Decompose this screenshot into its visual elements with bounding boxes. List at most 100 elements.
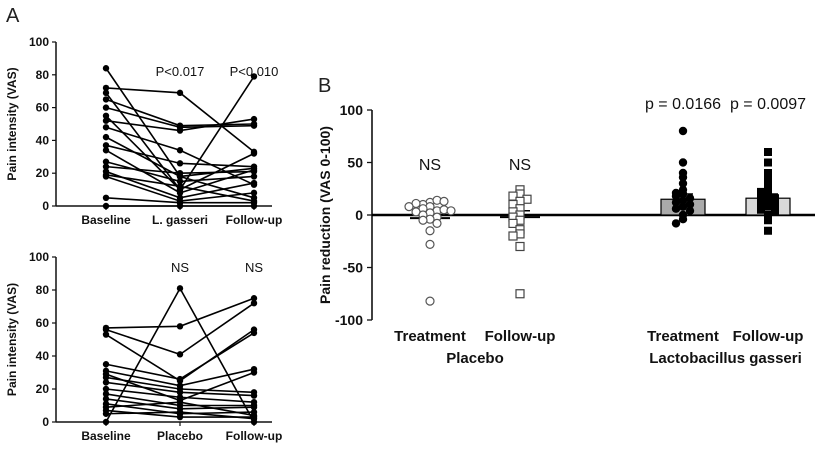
data-point bbox=[102, 124, 110, 131]
data-point bbox=[176, 394, 184, 401]
data-point bbox=[102, 158, 110, 165]
data-point bbox=[102, 133, 110, 141]
data-point bbox=[678, 196, 688, 205]
data-point bbox=[176, 351, 184, 358]
data-point bbox=[515, 289, 525, 299]
x-tick-label: Follow-up bbox=[226, 213, 283, 227]
data-point bbox=[678, 179, 688, 188]
y-tick-label: 40 bbox=[36, 133, 50, 147]
data-point bbox=[685, 200, 695, 209]
x-tick-label: Treatment bbox=[394, 328, 466, 345]
group-label: Lactobacillus gasseri bbox=[649, 350, 802, 367]
data-point bbox=[250, 168, 258, 175]
significance-label: P<0.017 bbox=[156, 64, 205, 79]
y-tick-label: 80 bbox=[36, 283, 50, 297]
data-point bbox=[250, 122, 258, 129]
data-point bbox=[671, 204, 681, 213]
data-point bbox=[176, 413, 184, 421]
data-point bbox=[176, 147, 184, 154]
data-point bbox=[176, 89, 184, 97]
significance-label: p = 0.0166 bbox=[645, 96, 721, 113]
data-point bbox=[176, 189, 184, 197]
data-point bbox=[771, 207, 779, 216]
data-point bbox=[102, 142, 110, 149]
data-point bbox=[102, 331, 110, 338]
x-tick-label: Baseline bbox=[81, 429, 131, 443]
line-chart-lgasseri: 0 20 40 60 80 100 Baseline L. gasseri Follow-up P… bbox=[5, 35, 282, 227]
data-point bbox=[764, 175, 772, 184]
data-point bbox=[250, 403, 258, 411]
data-point bbox=[176, 375, 184, 383]
series-points bbox=[102, 65, 258, 210]
group-label: Placebo bbox=[446, 350, 504, 367]
data-point bbox=[176, 285, 184, 292]
data-point bbox=[102, 390, 110, 398]
data-point bbox=[425, 239, 435, 249]
x-tick-label: Follow-up bbox=[485, 328, 556, 345]
data-point bbox=[102, 194, 110, 201]
data-point bbox=[764, 211, 772, 219]
data-point bbox=[250, 202, 258, 210]
axis-labels: 0 20 40 60 80 100 Baseline L. gasseri Follow-up P… bbox=[5, 35, 282, 227]
data-point bbox=[250, 73, 258, 80]
y-tick-label: 0 bbox=[42, 199, 49, 213]
data-point bbox=[764, 148, 772, 156]
data-point bbox=[771, 200, 779, 209]
significance-label: P<0.010 bbox=[230, 64, 279, 79]
data-point bbox=[250, 189, 258, 197]
data-point bbox=[764, 202, 772, 211]
data-point bbox=[764, 183, 772, 192]
data-point bbox=[678, 173, 688, 182]
y-axis-title: Pain intensity (VAS) bbox=[5, 67, 19, 180]
data-point bbox=[757, 198, 765, 207]
data-point bbox=[102, 326, 110, 333]
axes bbox=[367, 109, 815, 321]
y-tick-label: 100 bbox=[29, 250, 49, 264]
y-tick-label: 20 bbox=[36, 166, 50, 180]
data-point bbox=[102, 385, 110, 393]
significance-label: NS bbox=[419, 157, 441, 174]
data-point bbox=[102, 112, 110, 120]
data-point bbox=[102, 374, 110, 381]
data-point bbox=[176, 160, 184, 167]
x-tick-label: Follow-up bbox=[226, 429, 283, 443]
data-point bbox=[250, 295, 258, 302]
data-point bbox=[102, 96, 110, 103]
data-point bbox=[764, 158, 772, 167]
data-point bbox=[764, 216, 772, 225]
data-point bbox=[250, 329, 258, 337]
data-point bbox=[764, 196, 772, 205]
data-point bbox=[102, 361, 110, 368]
data-point bbox=[102, 418, 110, 426]
data-point bbox=[771, 194, 779, 203]
line-chart-placebo: 0 20 40 60 80 100 Baseline Placebo Follow-up NS NS… bbox=[5, 250, 282, 443]
data-point bbox=[250, 173, 258, 180]
data-point bbox=[250, 392, 258, 399]
data-point bbox=[446, 206, 456, 216]
data-point bbox=[757, 205, 765, 214]
axis-labels: 0 20 40 60 80 100 Baseline Placebo Follow-up NS NS… bbox=[5, 250, 282, 443]
significance-label: NS bbox=[509, 157, 531, 174]
data-point bbox=[176, 389, 184, 396]
data-point bbox=[404, 202, 414, 212]
data-point bbox=[678, 202, 688, 211]
data-point bbox=[757, 192, 765, 201]
data-point bbox=[515, 241, 525, 252]
y-tick-label: -50 bbox=[343, 260, 363, 276]
data-point bbox=[764, 190, 772, 198]
data-point bbox=[250, 150, 258, 157]
data-point bbox=[764, 226, 772, 235]
y-tick-label: -100 bbox=[335, 312, 363, 328]
data-point bbox=[678, 215, 688, 224]
y-axis-title: Pain intensity (VAS) bbox=[5, 283, 19, 396]
significance-label: NS bbox=[245, 260, 263, 275]
mean-bars bbox=[410, 193, 791, 224]
data-point bbox=[764, 179, 772, 188]
data-point bbox=[764, 169, 772, 177]
y-tick-label: 100 bbox=[340, 102, 364, 118]
y-tick-label: 20 bbox=[36, 382, 50, 396]
x-tick-label: Treatment bbox=[647, 328, 719, 345]
